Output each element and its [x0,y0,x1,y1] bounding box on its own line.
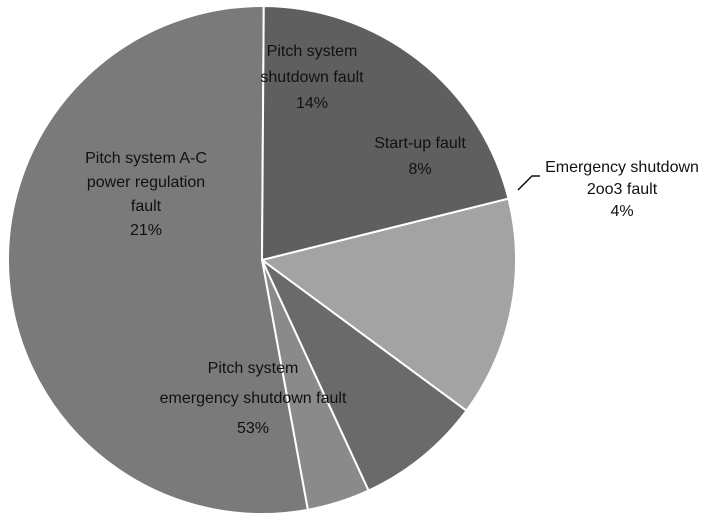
leader-line [517,175,540,191]
slice-label-4: Pitch system emergency shutdown fault 53% [160,360,347,437]
slice-value-label: 53% [237,420,269,437]
pie-slice-4 [7,5,310,515]
slice-category-label: Pitch system [267,43,358,60]
slice-label-2: Start-up fault 8% [374,135,466,178]
leader-lines-layer [517,175,540,191]
slice-category-label: Emergency shutdown [545,159,699,176]
slice-label-1: Pitch system shutdown fault 14% [260,43,364,112]
slice-category-label: emergency shutdown fault [160,390,347,407]
slice-category-label: Pitch system A-C [85,150,207,167]
slice-category-label: 2oo3 fault [587,181,658,198]
slice-value-label: 21% [130,222,162,239]
labels-layer: Pitch system shutdown fault 14% Start-up fa… [85,43,699,437]
slice-category-label: Start-up fault [374,135,466,152]
slice-category-label: shutdown fault [260,69,364,86]
pie-slice-2 [261,259,468,492]
slice-category-label: power regulation [87,174,205,191]
slice-value-label: 8% [408,161,431,178]
slice-value-label: 14% [296,95,328,112]
slice-category-label: Pitch system [208,360,299,377]
slice-label-3: Emergency shutdown 2oo3 fault 4% [545,159,699,220]
pie-slice-1 [259,197,517,413]
slice-label-5: Pitch system A-C power regulation fault 21% [85,150,207,239]
slices-layer [7,5,517,515]
slice-category-label: fault [131,198,162,215]
pie-slice-5 [260,5,510,262]
slice-value-label: 4% [610,203,633,220]
